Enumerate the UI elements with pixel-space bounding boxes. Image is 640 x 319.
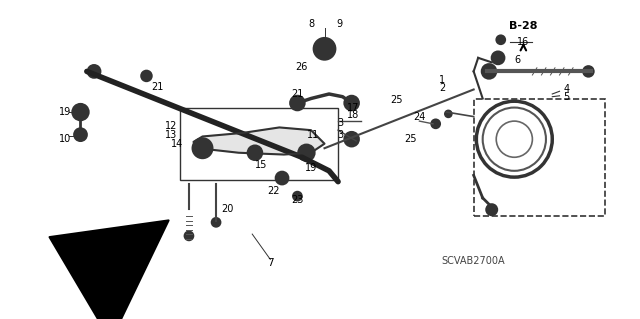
Text: 18: 18 bbox=[348, 110, 360, 120]
Polygon shape bbox=[193, 127, 324, 154]
Text: 7: 7 bbox=[267, 258, 274, 268]
Text: 22: 22 bbox=[267, 186, 279, 196]
Text: 6: 6 bbox=[514, 55, 520, 65]
Text: FR.: FR. bbox=[96, 238, 116, 248]
Circle shape bbox=[431, 119, 440, 128]
Circle shape bbox=[74, 128, 87, 141]
Text: 17: 17 bbox=[348, 102, 360, 113]
Circle shape bbox=[88, 65, 100, 78]
Text: 15: 15 bbox=[255, 160, 268, 170]
Circle shape bbox=[496, 35, 505, 44]
Text: 26: 26 bbox=[296, 62, 308, 72]
Circle shape bbox=[184, 231, 193, 241]
Circle shape bbox=[344, 96, 359, 110]
Circle shape bbox=[248, 145, 262, 160]
Text: B-28: B-28 bbox=[509, 21, 538, 31]
Text: 4: 4 bbox=[564, 85, 570, 94]
Text: 25: 25 bbox=[404, 134, 417, 144]
Circle shape bbox=[90, 68, 98, 75]
Circle shape bbox=[293, 192, 302, 201]
Circle shape bbox=[344, 132, 359, 146]
Text: 2: 2 bbox=[439, 83, 445, 93]
Circle shape bbox=[276, 172, 289, 184]
Circle shape bbox=[486, 204, 497, 215]
Text: 1: 1 bbox=[439, 75, 445, 85]
Circle shape bbox=[492, 51, 504, 64]
Text: 3: 3 bbox=[338, 130, 344, 140]
Circle shape bbox=[583, 66, 594, 77]
Bar bbox=[180, 108, 338, 180]
Text: SCVAB2700A: SCVAB2700A bbox=[442, 256, 506, 266]
Text: 19: 19 bbox=[59, 107, 71, 117]
Circle shape bbox=[141, 70, 152, 81]
Text: 16: 16 bbox=[517, 37, 529, 48]
Circle shape bbox=[445, 110, 452, 117]
Text: 11: 11 bbox=[307, 130, 319, 140]
Circle shape bbox=[72, 104, 88, 120]
Text: 13: 13 bbox=[164, 130, 177, 140]
Text: 10: 10 bbox=[59, 134, 71, 144]
Text: 21: 21 bbox=[151, 82, 163, 92]
Circle shape bbox=[482, 64, 496, 78]
Circle shape bbox=[314, 38, 335, 60]
Text: 12: 12 bbox=[164, 121, 177, 130]
Text: 23: 23 bbox=[291, 195, 303, 205]
Text: 14: 14 bbox=[171, 139, 183, 149]
Circle shape bbox=[212, 218, 221, 227]
Circle shape bbox=[290, 96, 305, 110]
Text: 8: 8 bbox=[308, 19, 314, 29]
Text: 21: 21 bbox=[291, 89, 303, 99]
Text: 25: 25 bbox=[390, 95, 403, 105]
Circle shape bbox=[298, 145, 315, 161]
Text: 19: 19 bbox=[305, 163, 317, 173]
Bar bbox=[474, 99, 605, 216]
Text: 5: 5 bbox=[564, 92, 570, 102]
Circle shape bbox=[193, 138, 212, 158]
Text: 20: 20 bbox=[221, 204, 234, 214]
Text: 24: 24 bbox=[413, 112, 426, 122]
Text: 3: 3 bbox=[338, 118, 344, 128]
Text: 9: 9 bbox=[337, 19, 343, 29]
